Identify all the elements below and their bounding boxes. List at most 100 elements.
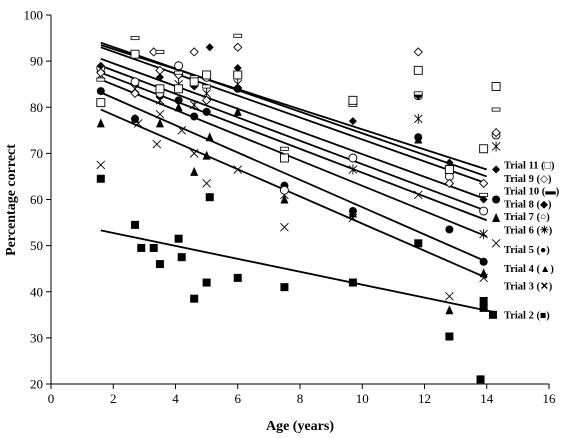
x-tick-label: 16: [543, 391, 557, 406]
y-tick-label: 50: [30, 238, 43, 253]
y-tick-label: 80: [30, 100, 43, 115]
data-point: [233, 33, 243, 38]
data-point: [155, 84, 165, 94]
data-point: [189, 149, 199, 158]
y-tick-label: 70: [30, 146, 43, 161]
data-point: [130, 36, 140, 41]
data-point: [155, 118, 164, 128]
series-labels: Trial 2 (■) Trial 3 (✕) Trial 4 (▲) Trial 5…: [504, 160, 560, 321]
trend-line: [100, 91, 488, 263]
data-point: [201, 95, 212, 105]
data-point: [491, 239, 501, 248]
data-point: [233, 79, 243, 90]
data-point: [130, 77, 140, 87]
data-point: [233, 42, 243, 52]
data-point: [202, 278, 211, 287]
x-tick-label: 8: [297, 391, 304, 406]
data-point: [348, 117, 357, 126]
data-point: [413, 47, 423, 57]
y-tick-label: 100: [24, 8, 44, 23]
series-label: Trial 9 (◇): [504, 174, 552, 185]
data-point: [479, 303, 488, 312]
data-point: [96, 160, 106, 170]
series-label: Trial 11 (□): [504, 160, 555, 171]
data-point: [131, 220, 140, 229]
series-label: Trial 5 (●): [504, 245, 550, 256]
data-point: [479, 229, 488, 240]
data-point: [445, 225, 454, 234]
data-point: [479, 206, 489, 216]
data-point: [413, 190, 423, 200]
data-point: [190, 294, 199, 303]
x-tick-label: 12: [418, 391, 431, 406]
data-point: [155, 49, 165, 54]
trend-line: [100, 71, 488, 222]
data-point: [492, 212, 501, 222]
data-point: [491, 82, 501, 91]
data-point: [96, 87, 105, 96]
data-point: [96, 174, 105, 183]
trend-line: [100, 46, 488, 185]
data-point: [189, 99, 199, 110]
data-point: [492, 165, 501, 174]
data-point: [280, 222, 289, 232]
data-point: [190, 166, 199, 176]
data-point: [413, 113, 423, 124]
y-tick-label: 20: [30, 377, 43, 392]
data-point: [445, 332, 454, 341]
data-point: [202, 70, 212, 80]
data-point: [491, 141, 501, 152]
series-label: Trial 8 (◆): [504, 200, 552, 211]
series-label: Trial 2 (■): [504, 310, 550, 321]
y-tick-label: 90: [30, 54, 43, 69]
trend-line: [100, 108, 488, 279]
series-label: Trial 10 (▬): [504, 187, 560, 198]
data-point: [177, 125, 187, 135]
data-point: [205, 43, 214, 52]
data-point: [492, 195, 501, 204]
trend-line: [100, 57, 488, 201]
data-point: [189, 77, 199, 87]
axes: 0 2 4 6 8 10 12 14 16 20 30 40 50 60 70 80 90 100: [24, 8, 557, 407]
data-point: [96, 118, 105, 128]
data-points: [96, 33, 501, 384]
x-tick-label: 2: [110, 391, 117, 406]
x-tick-label: 14: [480, 391, 494, 406]
data-point: [131, 114, 140, 123]
trend-line: [100, 229, 497, 314]
data-point: [233, 273, 242, 282]
data-point: [174, 102, 183, 112]
x-tick-label: 0: [48, 391, 55, 406]
data-point: [177, 253, 186, 262]
data-point: [414, 133, 423, 142]
y-tick-label: 60: [30, 192, 43, 207]
data-point: [279, 185, 289, 195]
trend-line: [100, 78, 488, 238]
series-label: Trial 4 (▲): [504, 264, 554, 275]
data-point: [202, 84, 212, 89]
data-point: [445, 158, 454, 167]
data-point: [137, 243, 146, 252]
data-point: [96, 77, 106, 82]
data-point: [96, 61, 105, 70]
data-point: [155, 73, 164, 82]
data-point: [488, 310, 497, 319]
data-point: [348, 153, 358, 163]
data-point: [348, 95, 358, 105]
data-point: [174, 61, 184, 71]
data-point: [348, 278, 357, 287]
x-tick-label: 4: [172, 391, 179, 406]
series-label: Trial 6 (✳): [504, 224, 553, 236]
x-tick-label: 10: [356, 391, 369, 406]
data-point: [205, 193, 214, 202]
data-point: [202, 107, 211, 116]
data-point: [280, 283, 289, 292]
data-point: [491, 107, 501, 112]
data-point: [96, 98, 106, 108]
data-point: [202, 179, 211, 188]
data-point: [130, 88, 140, 99]
y-axis-title: Percentage correct: [4, 144, 19, 256]
data-point: [233, 64, 242, 73]
data-point: [280, 146, 289, 151]
data-point: [479, 178, 489, 188]
